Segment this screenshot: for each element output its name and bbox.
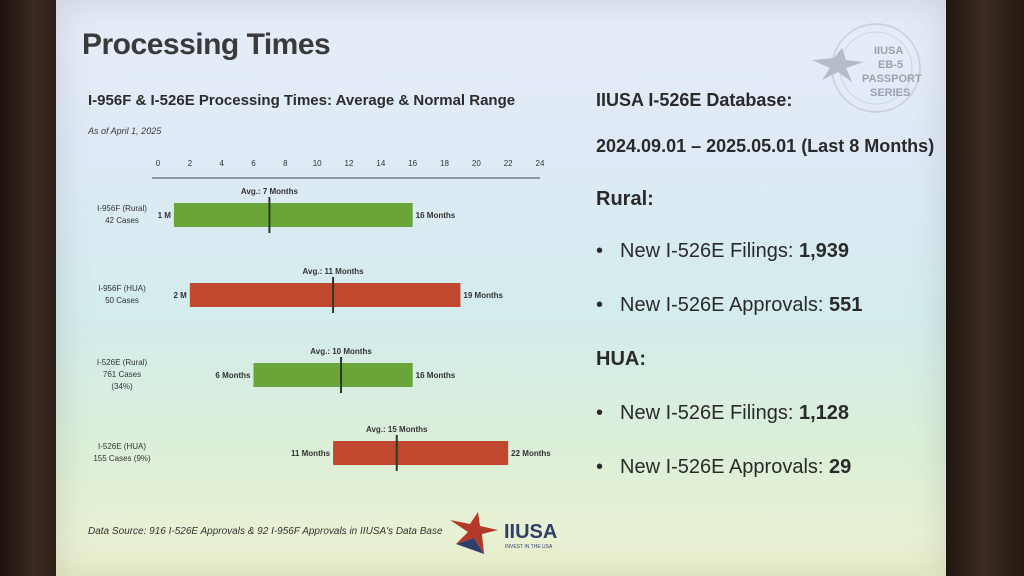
rural-approvals-item: • New I-526E Approvals: 551 [596,294,862,317]
chart-subtitle: As of April 1, 2025 [88,126,162,136]
iiusa-logo-tagline: INVEST IN THE USA [505,544,553,550]
x-tick-label: 8 [283,159,288,168]
max-label: 16 Months [416,371,456,380]
rural-approvals-label: New I-526E Approvals: [620,294,829,316]
range-bar [253,363,413,387]
category-label: (34%) [111,382,133,391]
x-tick-label: 2 [188,159,193,168]
projector-frame-right [944,0,1024,576]
logo-line-3: PASSPORT [862,73,922,85]
star-icon [812,48,864,82]
rural-filings-label: New I-526E Filings: [620,240,799,262]
average-label: Avg.: 7 Months [241,187,299,196]
hua-heading: HUA: [596,348,646,370]
min-label: 2 M [173,291,187,300]
iiusa-logo: IIUSA INVEST IN THE USA [450,512,557,554]
x-tick-label: 12 [345,159,354,168]
category-label: I-956F (HUA) [98,284,146,293]
x-tick-label: 10 [313,159,322,168]
min-label: 6 Months [215,371,251,380]
database-heading: IIUSA I-526E Database: [596,90,793,110]
hua-filings-label: New I-526E Filings: [620,402,799,424]
eb5-passport-series-logo: IIUSA EB-5 PASSPORT SERIES [812,23,922,113]
iiusa-logo-name: IIUSA [504,521,557,543]
data-source-note: Data Source: 916 I-526E Approvals & 92 I… [88,526,443,537]
processing-times-chart: 0 2 4 6 8 10 12 14 16 18 20 22 24I-956F (Rural)42 Ca… [93,159,551,471]
max-label: 16 Months [416,211,456,220]
x-tick-label: 6 [251,159,256,168]
category-label: 42 Cases [105,216,139,225]
range-bar [333,441,509,465]
min-label: 1 M [158,211,172,220]
x-tick-label: 4 [219,159,224,168]
logo-line-4: SERIES [870,87,910,99]
star-icon [450,512,498,554]
average-label: Avg.: 15 Months [366,425,428,434]
category-label: 155 Cases (9%) [93,454,151,463]
category-label: I-526E (Rural) [97,358,148,367]
average-label: Avg.: 10 Months [310,347,372,356]
database-period: 2024.09.01 – 2025.05.01 (Last 8 Months) [596,136,935,156]
category-label: I-956F (Rural) [97,204,147,213]
x-tick-label: 0 [156,159,161,168]
x-tick-label: 16 [408,159,417,168]
max-label: 19 Months [463,291,503,300]
category-label: 761 Cases [103,370,141,379]
bullet: • [596,456,604,478]
presentation-slide: Processing Times IIUSA EB-5 PASSPORT SER… [56,0,946,576]
range-bar [173,203,413,227]
bullet: • [596,402,604,424]
category-label: 50 Cases [105,296,139,305]
rural-filings-item: • New I-526E Filings: 1,939 [596,240,849,263]
hua-approvals-value: 29 [829,456,852,478]
x-tick-label: 20 [472,159,481,168]
bullet: • [596,294,604,316]
rural-approvals-value: 551 [829,294,863,316]
rural-heading: Rural: [596,188,654,210]
max-label: 22 Months [511,449,551,458]
hua-filings-item: • New I-526E Filings: 1,128 [596,402,849,425]
x-tick-label: 24 [536,159,545,168]
x-tick-label: 18 [440,159,449,168]
projector-frame-left [0,0,56,576]
hua-approvals-label: New I-526E Approvals: [620,456,829,478]
average-label: Avg.: 11 Months [303,267,365,276]
min-label: 11 Months [291,449,331,458]
logo-line-1: IIUSA [874,45,903,57]
logo-line-2: EB-5 [878,59,903,71]
hua-filings-value: 1,128 [798,402,850,424]
x-tick-label: 22 [504,159,513,168]
slide-title: Processing Times [82,28,331,61]
bullet: • [596,240,604,262]
category-label: I-526E (HUA) [98,442,146,451]
hua-approvals-item: • New I-526E Approvals: 29 [596,456,851,479]
chart-title: I-956F & I-526E Processing Times: Averag… [88,92,516,109]
x-tick-label: 14 [376,159,385,168]
rural-filings-value: 1,939 [798,240,850,262]
range-bar [189,283,461,307]
